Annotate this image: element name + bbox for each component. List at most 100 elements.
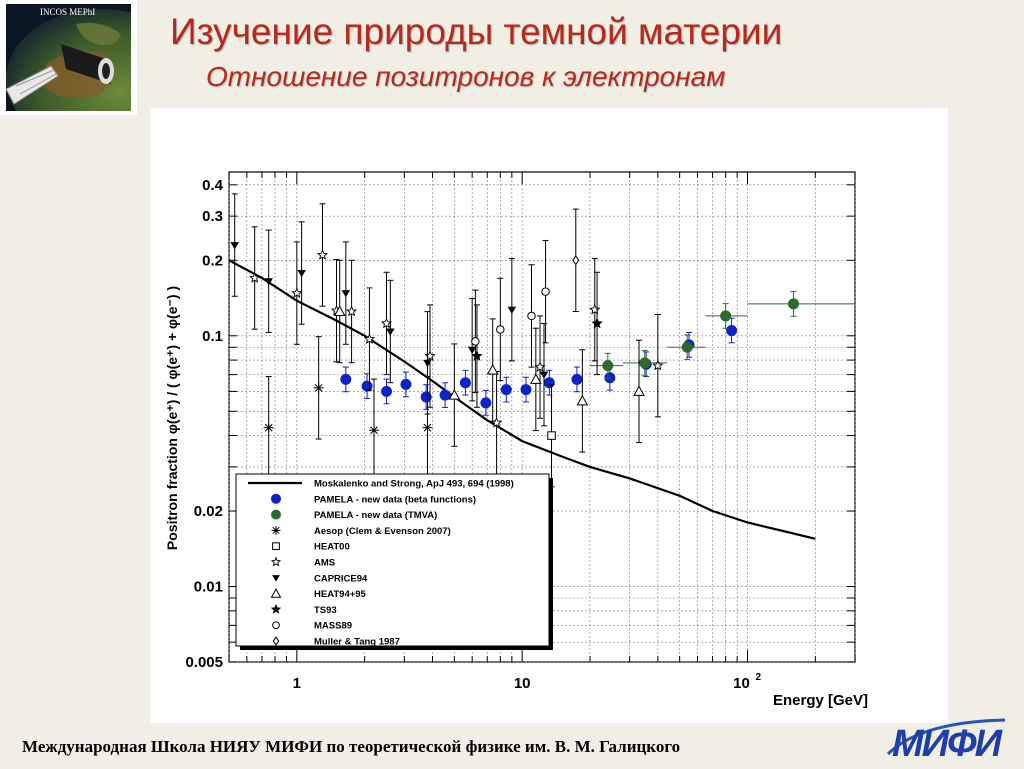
asterisk-stroke bbox=[423, 423, 432, 432]
legend-label: AMS bbox=[314, 558, 335, 569]
legend-marker bbox=[272, 542, 280, 551]
data-point bbox=[681, 341, 693, 353]
page-title: Изучение природы темной материи bbox=[170, 11, 783, 52]
data-point bbox=[422, 422, 433, 433]
data-point bbox=[297, 270, 306, 278]
data-point bbox=[368, 425, 379, 436]
data-point bbox=[527, 311, 536, 321]
legend-label: HEAT94+95 bbox=[314, 589, 367, 600]
legend-label: CAPRICE94 bbox=[314, 573, 368, 584]
y-tick-label: 0.01 bbox=[194, 579, 223, 596]
data-point bbox=[448, 389, 461, 400]
model-curve-layer bbox=[228, 259, 816, 540]
data-point bbox=[529, 373, 542, 384]
axis-ticks: 1 10 10 2 0.005 0.01 0.02 0.1 0.2 0.3 0.4 bbox=[185, 172, 856, 692]
data-point bbox=[534, 361, 546, 372]
data-point bbox=[386, 328, 395, 336]
legend-marker bbox=[271, 509, 281, 520]
data-point bbox=[313, 382, 324, 393]
data-point bbox=[400, 378, 412, 390]
data-point bbox=[486, 364, 499, 375]
data-point bbox=[572, 255, 580, 266]
data-point bbox=[291, 287, 303, 298]
data-point bbox=[345, 305, 358, 317]
data-point bbox=[652, 359, 664, 371]
legend-marker bbox=[270, 603, 282, 614]
data-point bbox=[507, 306, 517, 315]
data-point bbox=[726, 324, 738, 336]
data-point bbox=[720, 310, 732, 322]
data-point bbox=[380, 385, 392, 397]
y-tick-label: 0.4 bbox=[202, 177, 224, 194]
data-point bbox=[249, 272, 261, 283]
asterisk-stroke bbox=[314, 383, 323, 392]
data-point bbox=[263, 422, 274, 433]
data-point bbox=[547, 431, 556, 440]
satellite-earth-icon: INCOS MEPhI bbox=[6, 4, 131, 111]
data-point bbox=[633, 385, 645, 396]
asterisk-stroke bbox=[264, 423, 273, 432]
legend-label: MASS89 bbox=[314, 621, 352, 632]
y-axis-label: Positron fraction φ(e⁺) / ( φ(e⁺) + φ(e⁻… bbox=[164, 286, 180, 550]
positron-fraction-chart: 1 10 10 2 0.005 0.01 0.02 0.1 0.2 0.3 0.4 Moskalen… bbox=[164, 171, 868, 709]
legend-label: PAMELA - new data (beta functions) bbox=[314, 494, 476, 505]
data-point bbox=[480, 397, 492, 409]
asterisk-stroke bbox=[272, 526, 280, 534]
data-point bbox=[589, 303, 601, 315]
data-point bbox=[591, 317, 603, 329]
data-point bbox=[340, 373, 352, 385]
y-tick-label: 0.1 bbox=[202, 328, 223, 345]
page-subtitle: Отношение позитронов к электронам bbox=[206, 61, 726, 92]
data-point bbox=[420, 391, 432, 403]
legend-label: Aesop (Clem & Evenson 2007) bbox=[314, 526, 451, 537]
data-point bbox=[264, 278, 273, 286]
model-curve-moskalenko-strong bbox=[228, 259, 816, 540]
asterisk-stroke bbox=[370, 426, 378, 435]
data-point bbox=[471, 350, 483, 361]
x-tick-label: 10 bbox=[514, 675, 531, 692]
data-point bbox=[496, 325, 505, 334]
series-2 bbox=[263, 336, 433, 482]
legend-marker bbox=[272, 575, 280, 582]
series-7 bbox=[471, 271, 603, 408]
series-3 bbox=[547, 383, 556, 488]
series-8 bbox=[471, 239, 550, 394]
footer-text: Международная Школа НИЯУ МИФИ по теорети… bbox=[22, 737, 681, 756]
y-tick-label: 0.02 bbox=[194, 503, 223, 520]
data-point bbox=[471, 337, 480, 346]
series-1 bbox=[589, 291, 855, 379]
legend-label: Muller & Tang 1987 bbox=[314, 637, 400, 648]
y-tick-label: 0.2 bbox=[202, 252, 223, 269]
chart-panel: 1 10 10 2 0.005 0.01 0.02 0.1 0.2 0.3 0.4 Moskalen… bbox=[150, 108, 948, 723]
logo-caption: INCOS MEPhI bbox=[40, 7, 95, 17]
data-point bbox=[459, 377, 471, 389]
legend-label: PAMELA - new data (TMVA) bbox=[314, 510, 437, 521]
data-point bbox=[500, 384, 512, 396]
mephi-logo: МИФИ bbox=[880, 712, 1020, 769]
data-point bbox=[363, 333, 376, 344]
legend-box bbox=[235, 473, 550, 647]
data-point bbox=[576, 394, 589, 406]
data-point bbox=[639, 357, 651, 369]
series-6 bbox=[333, 259, 645, 453]
data-point bbox=[439, 389, 451, 401]
data-point bbox=[602, 360, 614, 372]
incos-mephi-logo: INCOS MEPhI bbox=[0, 0, 137, 115]
legend-label: Moskalenko and Strong, ApJ 493, 694 (199… bbox=[314, 479, 514, 490]
data-points-layer bbox=[230, 193, 855, 488]
x-tick-label: 1 bbox=[293, 675, 301, 692]
legend-marker bbox=[272, 636, 280, 646]
legend-marker bbox=[271, 493, 281, 504]
series-5 bbox=[230, 193, 549, 427]
mephi-logo-text: МИФИ bbox=[892, 723, 1003, 764]
y-tick-label: 0.005 bbox=[185, 654, 223, 671]
legend-marker bbox=[270, 556, 282, 567]
data-point bbox=[571, 373, 583, 385]
legend-marker bbox=[271, 525, 281, 535]
data-point bbox=[333, 305, 346, 316]
data-point bbox=[423, 359, 432, 368]
legend-marker bbox=[270, 588, 282, 598]
data-point bbox=[316, 249, 329, 260]
data-point bbox=[787, 298, 799, 310]
legend-label: TS93 bbox=[314, 605, 337, 616]
